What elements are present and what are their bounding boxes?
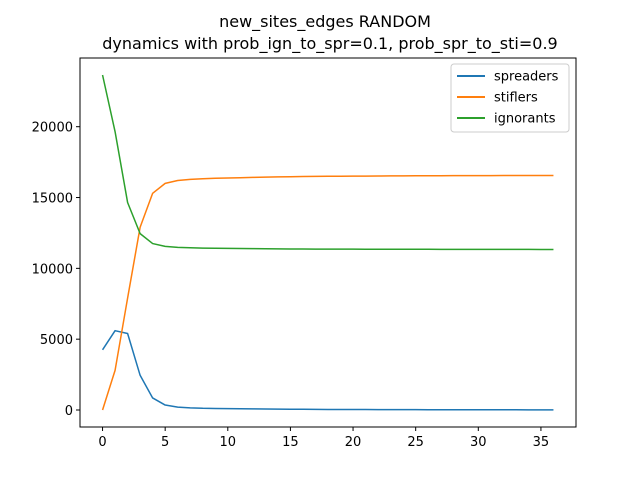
legend-label-ignorants: ignorants xyxy=(494,112,556,127)
chart-title-line1: new_sites_edges RANDOM xyxy=(219,12,431,32)
plot-frame xyxy=(79,57,577,428)
x-tick-label: 15 xyxy=(282,435,299,450)
axes-layer: 0 5 10 15 20 25 30 35 0 5000 10000 15000 20000 xyxy=(32,121,550,450)
x-tick-label: 20 xyxy=(345,435,362,450)
x-tick-label: 10 xyxy=(220,435,237,450)
x-tick-label: 5 xyxy=(161,435,169,450)
x-tick-label: 25 xyxy=(407,435,424,450)
y-tick-label: 5000 xyxy=(40,333,73,348)
series-line-ignorants xyxy=(101,74,554,251)
y-tick-label: 10000 xyxy=(32,262,73,277)
y-tick-label: 20000 xyxy=(32,121,73,136)
chart-title-line2: dynamics with prob_ign_to_spr=0.1, prob_… xyxy=(102,34,557,54)
legend-label-stiflers: stiflers xyxy=(494,91,538,106)
y-tick-label: 0 xyxy=(65,404,73,419)
series-layer xyxy=(101,74,554,411)
x-tick-label: 35 xyxy=(533,435,550,450)
legend-label-spreaders: spreaders xyxy=(494,70,559,85)
x-tick-label: 30 xyxy=(470,435,487,450)
legend: spreaders stiflers ignorants xyxy=(450,63,570,133)
series-line-spreaders xyxy=(101,329,554,411)
legend-frame xyxy=(450,63,570,133)
series-line-stiflers xyxy=(101,174,554,411)
y-tick-label: 15000 xyxy=(32,192,73,207)
x-tick-label: 0 xyxy=(98,435,106,450)
